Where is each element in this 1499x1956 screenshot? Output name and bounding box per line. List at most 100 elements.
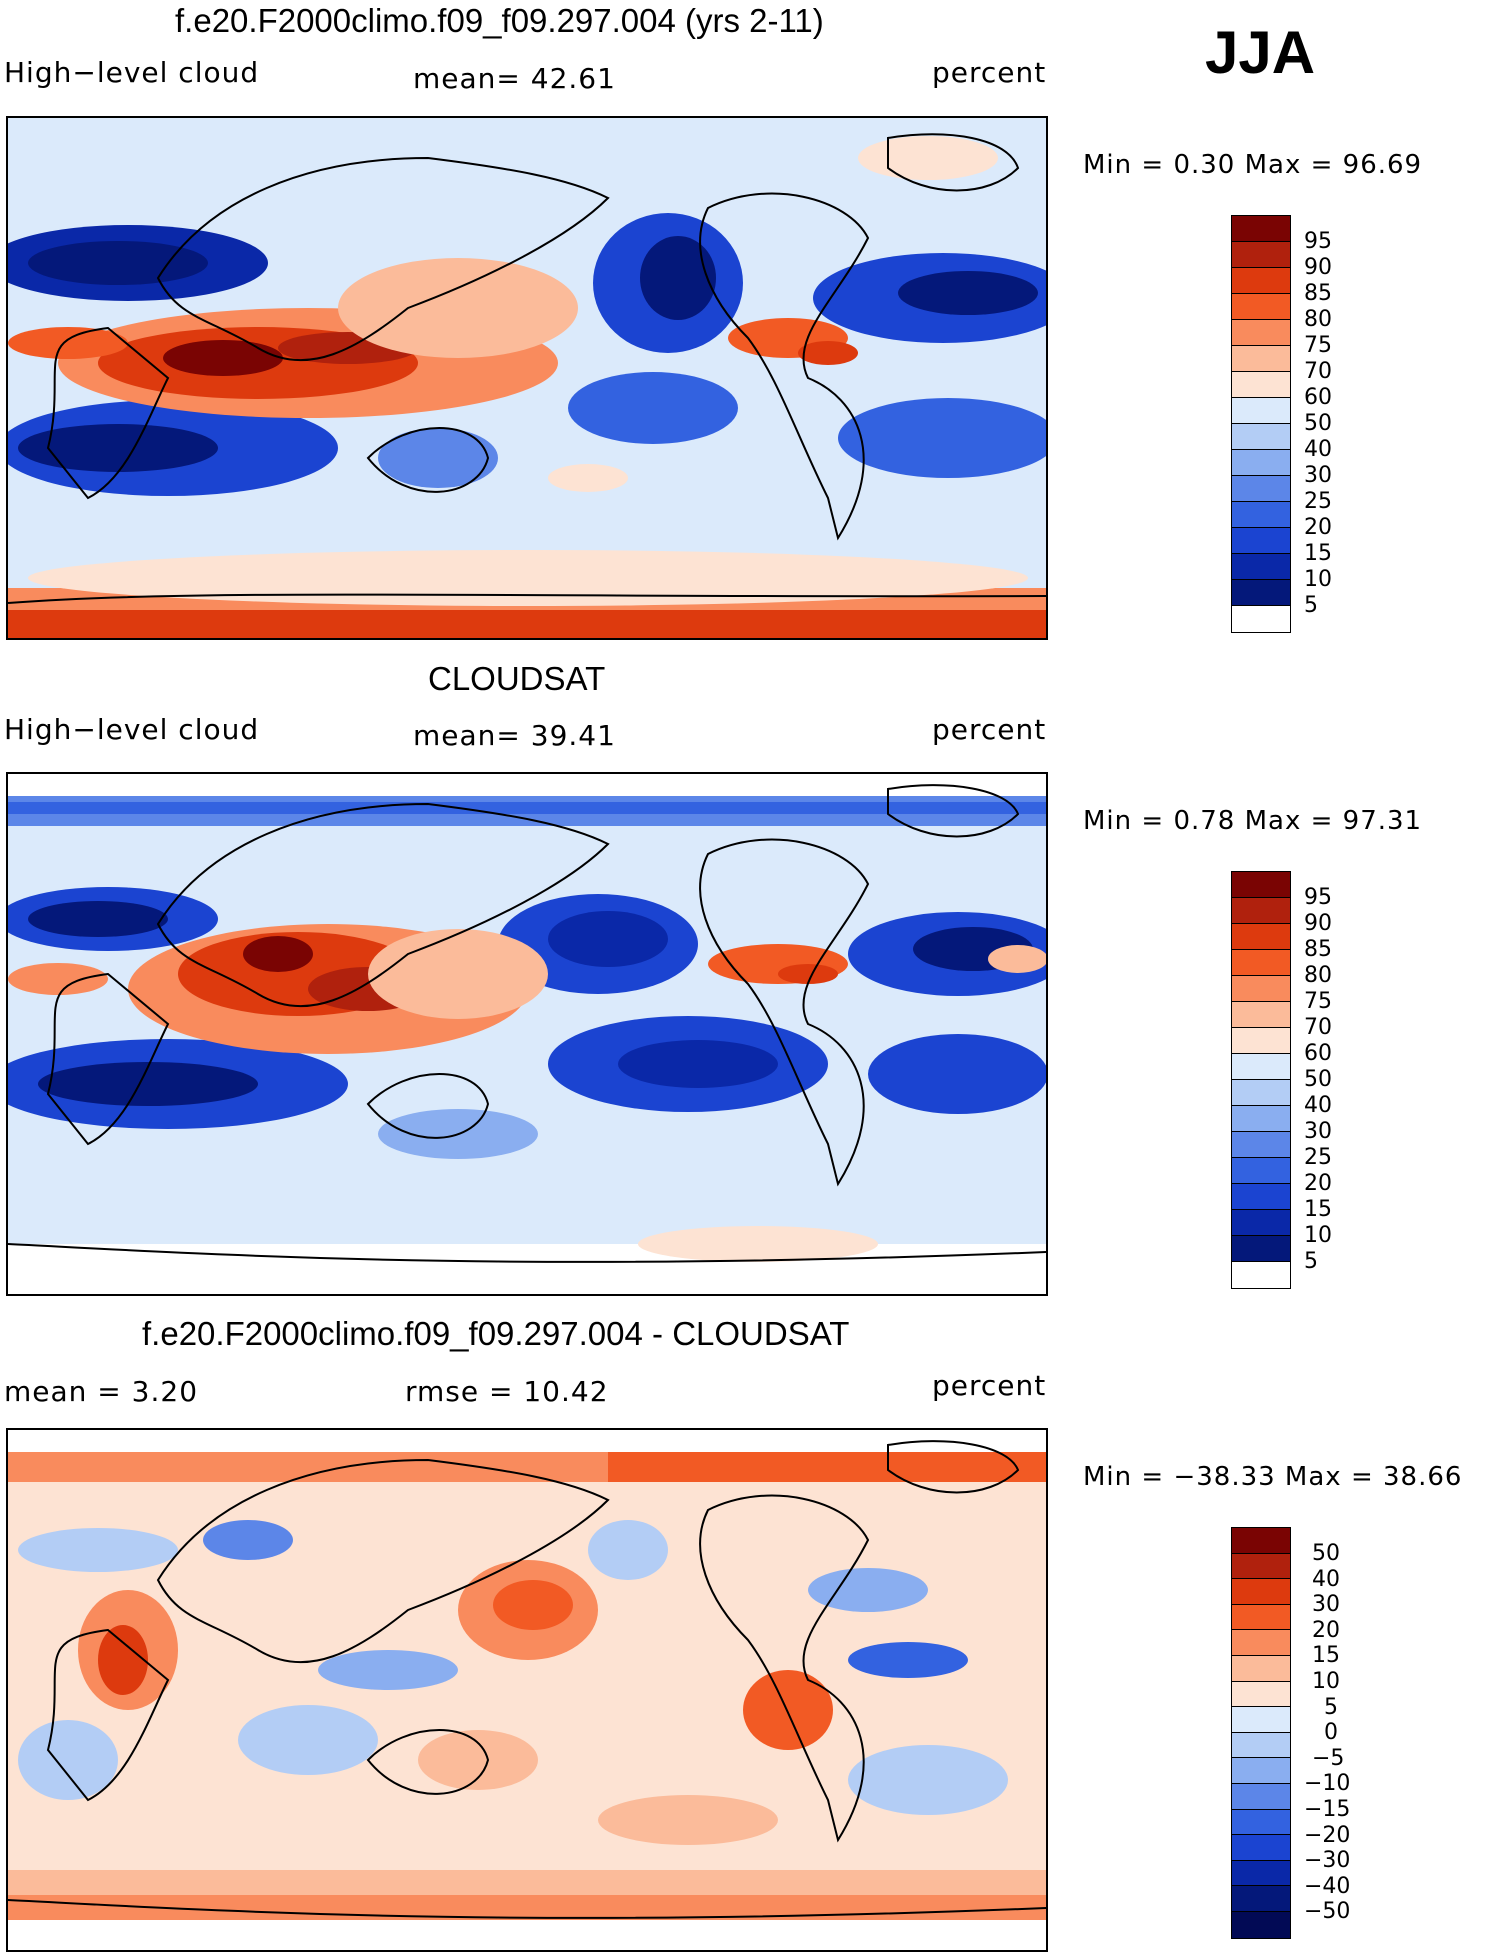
colorbar-tick-label: −50 [1304,1899,1351,1924]
colorbar-swatch [1232,1681,1290,1708]
colorbar-tick-label: 10 [1304,1223,1332,1248]
colorbar-tick-label: 30 [1304,1119,1332,1144]
colorbar-swatch [1232,1809,1290,1836]
colorbar-tick-label: −15 [1304,1797,1351,1822]
panel-2-map [6,772,1048,1296]
panel-1-minmax: Min = 0.30 Max = 96.69 [1083,150,1423,180]
panel-3-rmse-label: rmse = 10.42 [405,1375,609,1408]
colorbar-tick-label: 15 [1304,541,1332,566]
colorbar-tick-label: 85 [1304,281,1332,306]
colorbar-tick-label: −5 [1312,1746,1345,1771]
colorbar-swatch [1232,1911,1290,1938]
colorbar-swatch [1232,1783,1290,1810]
colorbar-tick-label: −10 [1304,1771,1351,1796]
colorbar-swatch [1232,1210,1290,1236]
colorbar-swatch [1232,1655,1290,1682]
colorbar-tick-label: 30 [1312,1592,1340,1617]
colorbar-swatch [1232,1106,1290,1132]
colorbar-swatch [1232,1630,1290,1656]
colorbar-swatch [1232,1553,1290,1580]
colorbar-swatch [1232,476,1290,502]
colorbar-swatch [1232,1758,1290,1784]
colorbar-swatch [1232,950,1290,976]
colorbar-swatch [1232,1528,1290,1554]
colorbar-tick-label: 70 [1304,1015,1332,1040]
panel-3-units-label: percent [932,1369,1047,1402]
colorbar-swatch [1232,372,1290,398]
panel-1-map [6,116,1048,640]
colorbar-swatch [1232,502,1290,528]
colorbar-swatch [1232,268,1290,294]
colorbar-swatch [1232,1028,1290,1054]
colorbar-tick-label: 80 [1304,963,1332,988]
colorbar-tick-label: 20 [1312,1618,1340,1643]
colorbar-swatch [1232,346,1290,372]
colorbar-swatch [1232,898,1290,924]
panel-1-colorbar [1231,215,1291,633]
panel-1-mean-label: mean= 42.61 [413,62,616,95]
colorbar-swatch [1232,976,1290,1002]
colorbar-swatch [1232,1579,1290,1605]
panel-2-title: CLOUDSAT [428,660,606,697]
colorbar-tick-label: 20 [1304,515,1332,540]
panel-2-colorbar [1231,871,1291,1289]
colorbar-tick-label: −20 [1304,1823,1351,1848]
colorbar-tick-label: 10 [1304,567,1332,592]
colorbar-swatch [1232,1236,1290,1262]
panel-3-title: f.e20.F2000climo.f09_f09.297.004 - CLOUD… [142,1315,850,1352]
colorbar-tick-label: 75 [1304,989,1332,1014]
panel-2-units-label: percent [932,713,1047,746]
colorbar-swatch [1232,1732,1290,1759]
colorbar-tick-label: 5 [1324,1695,1338,1720]
panel-1-title: f.e20.F2000climo.f09_f09.297.004 (yrs 2-… [175,2,824,39]
colorbar-tick-label: 90 [1304,255,1332,280]
panel-3-field [8,1430,1046,1950]
colorbar-tick-label: 40 [1304,437,1332,462]
colorbar-tick-label: 40 [1304,1093,1332,1118]
colorbar-tick-label: 0 [1324,1720,1338,1745]
colorbar-tick-label: −40 [1304,1874,1351,1899]
panel-3-minmax: Min = −38.33 Max = 38.66 [1083,1462,1463,1492]
colorbar-swatch [1232,1080,1290,1106]
colorbar-tick-label: 15 [1312,1643,1340,1668]
colorbar-swatch [1232,242,1290,268]
colorbar-tick-label: 60 [1304,1041,1332,1066]
colorbar-swatch [1232,1002,1290,1028]
panel-3-colorbar [1231,1527,1291,1939]
colorbar-swatch [1232,294,1290,320]
colorbar-swatch [1232,1132,1290,1158]
colorbar-tick-label: 25 [1304,1145,1332,1170]
colorbar-swatch [1232,1860,1290,1887]
colorbar-tick-label: 90 [1304,911,1332,936]
colorbar-tick-label: 20 [1304,1171,1332,1196]
colorbar-tick-label: 40 [1312,1567,1340,1592]
colorbar-swatch [1232,554,1290,580]
colorbar-tick-label: 80 [1304,307,1332,332]
panel-2-field [8,774,1046,1294]
colorbar-tick-label: 85 [1304,937,1332,962]
panel-1-field [8,118,1046,638]
panel-1-units-label: percent [932,56,1047,89]
colorbar-tick-label: 5 [1304,593,1318,618]
colorbar-swatch [1232,1158,1290,1184]
panel-2-mean-label: mean= 39.41 [413,719,616,752]
colorbar-tick-label: 5 [1304,1249,1318,1274]
colorbar-swatch [1232,924,1290,950]
colorbar-swatch [1232,1054,1290,1080]
colorbar-tick-label: 75 [1304,333,1332,358]
colorbar-swatch [1232,528,1290,554]
colorbar-tick-label: 50 [1304,1067,1332,1092]
colorbar-swatch [1232,606,1290,632]
colorbar-swatch [1232,1604,1290,1631]
colorbar-swatch [1232,1707,1290,1733]
panel-1-variable-label: High−level cloud [4,56,260,89]
colorbar-tick-label: 70 [1304,359,1332,384]
colorbar-tick-label: 60 [1304,385,1332,410]
colorbar-tick-label: 95 [1304,229,1332,254]
panel-3-map [6,1428,1048,1952]
colorbar-tick-label: −30 [1304,1848,1351,1873]
panel-2-minmax: Min = 0.78 Max = 97.31 [1083,806,1423,836]
colorbar-swatch [1232,398,1290,424]
colorbar-swatch [1232,216,1290,242]
colorbar-swatch [1232,424,1290,450]
